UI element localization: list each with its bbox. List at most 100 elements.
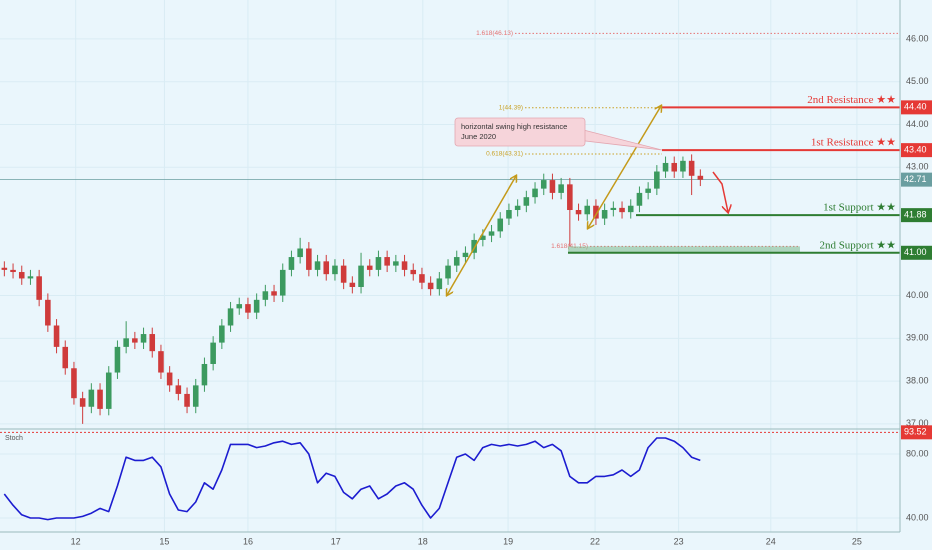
candle-body	[540, 180, 547, 189]
x-tick-label: 15	[159, 536, 169, 546]
candle-body	[488, 231, 495, 236]
callout-text: horizontal swing high resistance	[461, 122, 567, 131]
candle-body	[132, 338, 138, 343]
candle-body	[697, 175, 704, 180]
price-tag	[901, 208, 932, 223]
price-tag-label: 93.52	[904, 427, 927, 437]
candle-body	[340, 265, 347, 283]
sr-label: 1st Support ★★	[823, 202, 896, 214]
candle-body	[419, 274, 425, 283]
x-tick-label: 23	[674, 536, 684, 546]
forecast-arrow	[712, 171, 728, 212]
swing-arrow	[447, 176, 516, 295]
candle-body	[71, 368, 77, 399]
candle-body	[375, 257, 382, 270]
candle-body	[384, 257, 390, 266]
support-zone	[568, 246, 800, 253]
x-tick-label: 17	[331, 536, 341, 546]
price-tag	[901, 143, 932, 158]
candle-body	[123, 338, 129, 347]
candle-body	[105, 372, 112, 409]
candle-body	[610, 207, 617, 211]
swing-arrow	[588, 106, 661, 228]
candle-body	[184, 393, 190, 407]
candle-body	[53, 325, 60, 347]
price-tag-label: 41.88	[904, 210, 927, 220]
candle-body	[680, 160, 686, 172]
candle-body	[140, 334, 147, 343]
y-tick-label: 80.00	[906, 448, 929, 458]
x-tick-label: 19	[503, 536, 513, 546]
candle-body	[279, 269, 286, 296]
candle-body	[584, 205, 591, 215]
candle-body	[1, 267, 8, 270]
candle-body	[36, 276, 42, 300]
candle-body	[88, 389, 95, 407]
candle-body	[10, 269, 16, 273]
candle-body	[97, 389, 103, 409]
candle-body	[245, 304, 251, 313]
sr-label: 2nd Support ★★	[819, 239, 896, 251]
candle-body	[323, 261, 330, 275]
candle-body	[158, 351, 164, 373]
x-tick-label: 18	[418, 536, 428, 546]
price-tag	[901, 100, 932, 115]
candle-body	[393, 261, 399, 266]
candle-body	[201, 363, 208, 386]
x-tick-label: 25	[852, 536, 862, 546]
y-tick-label: 44.00	[906, 119, 929, 129]
candle-body	[688, 160, 695, 176]
x-tick-label: 16	[243, 536, 253, 546]
fib-label: 1(44.39)	[499, 105, 523, 112]
candle-body	[645, 188, 651, 193]
candle-body	[236, 304, 243, 309]
candle-body	[18, 272, 25, 279]
y-tick-label: 40.00	[906, 290, 929, 300]
candle-body	[219, 325, 225, 343]
callout-box	[454, 117, 586, 147]
candle-body	[332, 265, 338, 275]
candle-body	[619, 207, 625, 213]
candle-body	[253, 299, 260, 313]
y-tick-label: 40.00	[906, 512, 929, 522]
candle-body	[575, 210, 582, 215]
plot: 1.618(46.13)1(44.39)0.618(43.31)1.618(41…	[0, 30, 900, 521]
price-tag	[901, 172, 932, 187]
y-tick-label: 39.00	[906, 333, 929, 343]
candle-body	[297, 248, 303, 258]
candle-body	[532, 188, 538, 198]
y-tick-label: 37.00	[906, 418, 929, 428]
candle-body	[436, 278, 443, 290]
candle-body	[366, 265, 373, 270]
candle-body	[227, 308, 234, 326]
candle-body	[62, 346, 69, 369]
y-tick-label: 43.00	[906, 162, 929, 172]
price-tag-label: 41.00	[904, 247, 927, 257]
candle-body	[654, 171, 660, 189]
candle-body	[558, 184, 564, 193]
indicator-name: Stoch	[5, 435, 23, 442]
candle-body	[45, 299, 51, 326]
candle-body	[358, 265, 364, 287]
candle-body	[514, 205, 521, 211]
x-tick-label: 22	[590, 536, 600, 546]
fib-label: 0.618(43.31)	[486, 151, 523, 158]
candle-body	[497, 218, 504, 232]
candle-body	[445, 265, 451, 279]
candle-body	[453, 257, 460, 266]
price-tag	[901, 425, 932, 440]
candle-body	[627, 205, 634, 213]
candle-body	[271, 291, 277, 296]
candle-body	[210, 342, 216, 364]
candle-body	[79, 398, 86, 407]
price-tag-label: 43.40	[904, 145, 927, 155]
candle-body	[166, 372, 173, 386]
price-tag-label: 42.71	[904, 174, 927, 184]
x-tick-label: 12	[71, 536, 81, 546]
candle-body	[601, 210, 608, 219]
candle-body	[549, 180, 556, 193]
candle-body	[288, 257, 295, 270]
x-tick-label: 24	[766, 536, 776, 546]
